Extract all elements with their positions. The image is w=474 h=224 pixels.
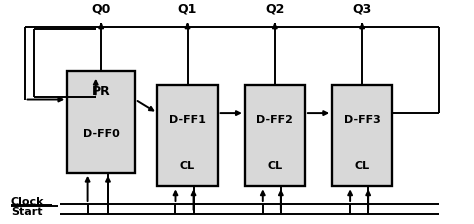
Text: D-FF3: D-FF3 xyxy=(344,115,381,125)
Text: Start: Start xyxy=(11,207,43,217)
Text: PR: PR xyxy=(92,85,110,98)
Text: CL: CL xyxy=(180,161,195,171)
Bar xyxy=(157,85,218,186)
Text: Clock: Clock xyxy=(11,197,45,207)
Text: CL: CL xyxy=(355,161,370,171)
Text: Q2: Q2 xyxy=(265,3,284,16)
Text: CL: CL xyxy=(267,161,283,171)
Text: Q1: Q1 xyxy=(178,3,197,16)
Text: Q0: Q0 xyxy=(91,3,111,16)
Text: D-FF0: D-FF0 xyxy=(83,129,119,139)
Text: D-FF2: D-FF2 xyxy=(256,115,293,125)
Bar xyxy=(67,71,135,173)
Bar xyxy=(332,85,392,186)
Text: Q3: Q3 xyxy=(353,3,372,16)
Text: D-FF1: D-FF1 xyxy=(169,115,206,125)
Bar xyxy=(245,85,305,186)
